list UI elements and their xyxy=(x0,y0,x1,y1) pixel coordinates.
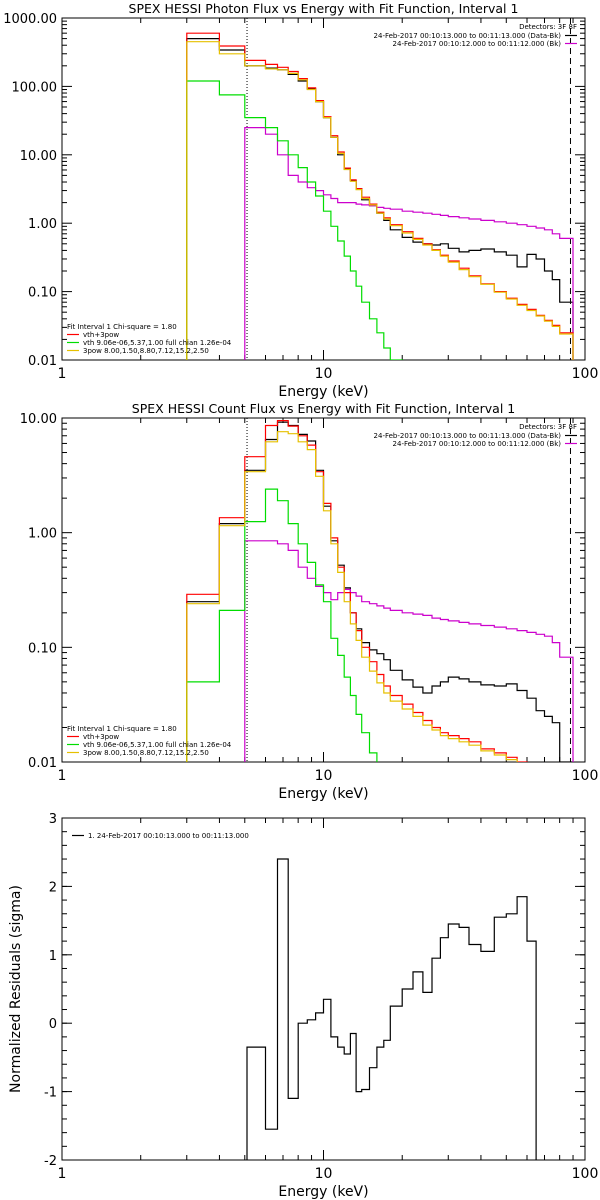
y-tick-label: 0.01 xyxy=(28,756,57,771)
chart-title: SPEX HESSI Count Flux vs Energy with Fit… xyxy=(132,401,515,416)
x-tick-label: 10 xyxy=(315,768,333,784)
chart-panel-2: 1 10 100 0.01 0.10 1.00 10.00 SPEX HESSI Count … xyxy=(20,401,599,802)
x-axis-label: Energy (keV) xyxy=(278,786,368,802)
x-tick-label: 1 xyxy=(58,768,67,784)
header-interval-1: 24-Feb-2017 00:10:13.000 to 00:11:13.000… xyxy=(374,32,562,40)
y-tick-label: 1.00 xyxy=(28,527,57,542)
y-tick-label: -1 xyxy=(44,1086,57,1101)
x-axis-label: Energy (keV) xyxy=(278,1184,368,1200)
series-line-vth xyxy=(186,488,574,762)
series-line-vth xyxy=(186,80,574,360)
y-tick-label: 10.00 xyxy=(20,149,57,164)
series-group xyxy=(186,32,574,360)
series-line-3pow xyxy=(186,431,574,762)
header-interval-2: 24-Feb-2017 00:10:12.000 to 00:11:12.000… xyxy=(393,40,562,48)
plot-frame xyxy=(61,417,586,763)
y-tick-label: 0.10 xyxy=(28,286,57,301)
x-tick-label: 100 xyxy=(572,1166,599,1182)
y-tick-label: 100.00 xyxy=(12,80,58,95)
y-tick-label: 10.00 xyxy=(20,412,57,427)
y-tick-label: 0 xyxy=(49,1017,57,1032)
series-line-residuals xyxy=(246,858,537,1160)
y-tick-label: 1000.00 xyxy=(3,12,57,27)
plot-frame xyxy=(61,17,586,361)
series-line-bk xyxy=(244,127,574,360)
header-detectors: Detectors: 3F 8F xyxy=(519,23,577,31)
fit-legend-item: vth 9.06e-06,5.37,1.00 full chian 1.26e-… xyxy=(83,339,232,347)
fit-legend-item: 3pow 8.00,1.50,8.80,7.12,15.2,2.50 xyxy=(83,347,209,355)
chart-panel-1: 1 10 100 0.01 0.10 1.00 10.00 100.00 1000.00 SPEX… xyxy=(3,1,599,400)
fit-legend-heading: Fit Interval 1 Chi-square = 1.80 xyxy=(67,323,177,331)
y-tick-label: 3 xyxy=(49,812,57,827)
fit-legend-heading: Fit Interval 1 Chi-square = 1.80 xyxy=(67,725,177,733)
fit-legend-item: vth+3pow xyxy=(83,331,119,339)
header-detectors: Detectors: 3F 8F xyxy=(519,423,577,431)
series-group xyxy=(246,858,537,1160)
y-tick-label: 1.00 xyxy=(28,217,57,232)
header-interval-1: 24-Feb-2017 00:10:13.000 to 00:11:13.000… xyxy=(374,432,562,440)
fit-legend-item: 3pow 8.00,1.50,8.80,7.12,15.2,2.50 xyxy=(83,749,209,757)
y-tick-label: 2 xyxy=(49,880,57,895)
series-line-3pow xyxy=(186,41,574,360)
residual-legend-label: 1. 24-Feb-2017 00:10:13.000 to 00:11:13.… xyxy=(88,832,249,840)
plot-frame xyxy=(61,817,586,1161)
series-line-bk xyxy=(244,540,574,762)
y-tick-label: -2 xyxy=(44,1154,57,1169)
chart-panel-3: 1 10 100 -2 -1 0 1 2 3 Energy (keV) Normalized Res… xyxy=(8,812,598,1200)
x-tick-label: 10 xyxy=(315,1166,333,1182)
series-group xyxy=(186,420,574,762)
x-tick-label: 1 xyxy=(58,366,67,382)
y-axis-label: Normalized Residuals (sigma) xyxy=(8,885,24,1093)
y-tick-label: 0.01 xyxy=(28,354,57,369)
x-axis-label: Energy (keV) xyxy=(278,384,368,400)
x-tick-label: 100 xyxy=(572,768,599,784)
header-interval-2: 24-Feb-2017 00:10:12.000 to 00:11:12.000… xyxy=(393,440,562,448)
chart-title: SPEX HESSI Photon Flux vs Energy with Fi… xyxy=(129,1,519,16)
y-tick-label: 0.10 xyxy=(28,641,57,656)
x-tick-label: 1 xyxy=(58,1166,67,1182)
x-tick-label: 100 xyxy=(572,366,599,382)
x-tick-label: 10 xyxy=(315,366,333,382)
y-tick-label: 1 xyxy=(49,949,57,964)
fit-legend-item: vth+3pow xyxy=(83,733,119,741)
fit-legend-item: vth 9.06e-06,5.37,1.00 full chian 1.26e-… xyxy=(83,741,232,749)
